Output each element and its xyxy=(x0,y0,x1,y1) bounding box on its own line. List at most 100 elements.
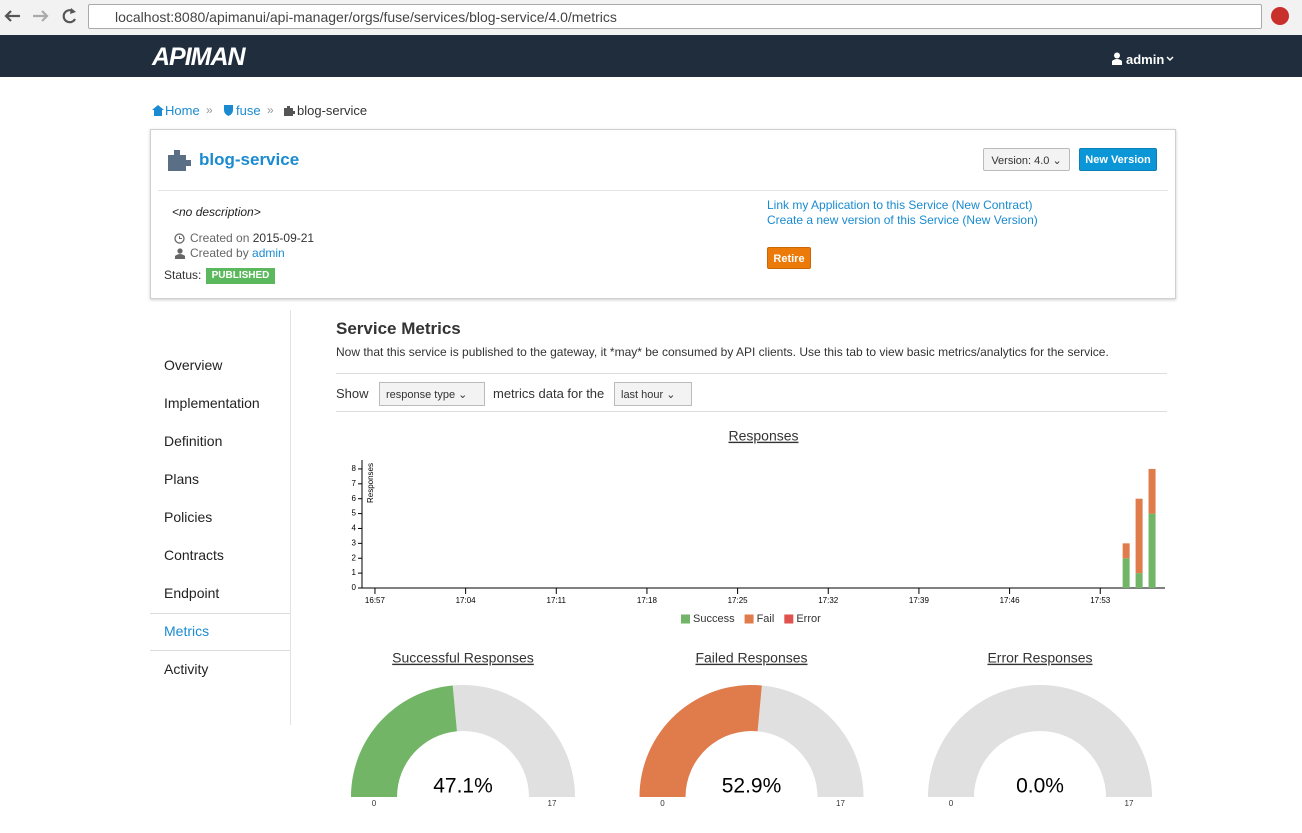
legend-swatch xyxy=(681,614,690,624)
gauge-title: Error Responses xyxy=(987,650,1092,666)
tab-border xyxy=(150,650,290,651)
gauge-max: 17 xyxy=(548,799,557,808)
middle-label: metrics data for the xyxy=(493,386,605,401)
version-label: Version: 4.0 xyxy=(991,155,1050,167)
tab[interactable]: Overview xyxy=(164,357,223,373)
service-name[interactable]: blog-service xyxy=(199,150,300,169)
gauge-fill xyxy=(351,685,457,797)
tab-active[interactable]: Metrics xyxy=(164,623,210,639)
x-tick-label: 17:46 xyxy=(1000,596,1021,605)
browser-nav-icons xyxy=(4,8,76,24)
status-badge: PUBLISHED xyxy=(206,268,275,284)
gauge-track xyxy=(928,685,1152,797)
y-tick-label: 2 xyxy=(352,553,357,562)
new-version-link[interactable]: Create a new version of this Service (Ne… xyxy=(767,213,1038,227)
x-tick-label: 17:53 xyxy=(1090,596,1111,605)
gauge-min: 0 xyxy=(372,799,377,808)
created-on-label: Created on xyxy=(190,231,250,245)
gauge-value: 47.1% xyxy=(433,775,493,798)
new-version-button[interactable]: New Version xyxy=(1079,148,1157,171)
x-tick-label: 16:57 xyxy=(365,596,386,605)
show-label: Show xyxy=(336,386,369,401)
gauge-min: 0 xyxy=(949,799,954,808)
y-tick-label: 0 xyxy=(352,583,357,592)
created-by: Created by admin xyxy=(190,246,285,260)
breadcrumb-link[interactable]: fuse xyxy=(236,103,261,118)
tab[interactable]: Policies xyxy=(164,509,213,525)
status-label: Status: xyxy=(164,268,202,282)
gauge-title: Failed Responses xyxy=(695,650,807,666)
y-tick-label: 7 xyxy=(352,479,357,488)
bar-segment xyxy=(1135,498,1143,574)
tab[interactable]: Implementation xyxy=(164,395,260,411)
reload-arrow xyxy=(70,8,76,14)
x-tick-label: 17:25 xyxy=(728,596,749,605)
y-tick-label: 6 xyxy=(352,494,357,503)
service-icon-small xyxy=(284,106,295,116)
chart-title: Responses xyxy=(728,428,798,444)
y-tick-label: 1 xyxy=(352,568,357,577)
breadcrumb-current: blog-service xyxy=(297,103,368,118)
metrics-title: Service Metrics xyxy=(336,319,461,338)
forward-icon[interactable] xyxy=(33,10,49,22)
tab-divider xyxy=(290,310,291,725)
range-select[interactable]: last hour ⌄ xyxy=(614,382,692,406)
org-icon xyxy=(224,105,233,116)
gauge-value: 52.9% xyxy=(722,775,782,798)
metrics-description: Now that this service is published to th… xyxy=(336,345,1109,359)
description: <no description> xyxy=(172,205,261,219)
y-tick-label: 3 xyxy=(352,538,357,547)
separator xyxy=(158,190,1168,191)
y-tick-label: 5 xyxy=(352,509,357,518)
tab[interactable]: Activity xyxy=(164,661,209,677)
service-panel xyxy=(150,129,1176,299)
legend-swatch xyxy=(744,614,754,624)
gauge-value: 0.0% xyxy=(1016,775,1064,798)
breadcrumb-separator: » xyxy=(267,103,274,117)
bar-segment xyxy=(1148,513,1156,588)
y-tick-label: 8 xyxy=(352,464,357,473)
legend-swatch xyxy=(784,614,794,624)
x-tick-label: 17:39 xyxy=(909,596,930,605)
new-contract-link[interactable]: Link my Application to this Service (New… xyxy=(767,198,1033,212)
tab[interactable]: Definition xyxy=(164,433,223,449)
y-axis-label: Responses xyxy=(366,463,375,503)
navbar xyxy=(0,35,1302,77)
url-field[interactable] xyxy=(88,4,1262,29)
x-tick-label: 17:04 xyxy=(456,596,477,605)
x-tick-label: 17:32 xyxy=(818,596,839,605)
caret xyxy=(1166,56,1174,62)
created-by-user[interactable]: admin xyxy=(252,246,285,260)
separator xyxy=(336,411,1167,412)
created-on: Created on 2015-09-21 xyxy=(190,231,314,245)
bar-segment xyxy=(1122,543,1130,559)
tab-border xyxy=(150,613,290,614)
user-menu[interactable]: admin xyxy=(1126,52,1165,67)
home-icon xyxy=(152,105,164,116)
y-tick-label: 4 xyxy=(352,524,357,533)
tab[interactable]: Endpoint xyxy=(164,585,220,601)
legend-label: Success xyxy=(693,613,735,625)
person-icon xyxy=(175,248,185,259)
legend-label: Error xyxy=(796,613,821,625)
legend-label: Fail xyxy=(757,613,775,625)
type-select[interactable]: response type ⌄ xyxy=(379,382,485,406)
bar-segment xyxy=(1148,468,1156,514)
version-button[interactable]: Version: 4.0 ⌄ xyxy=(983,148,1070,171)
created-by-label: Created by xyxy=(190,246,249,260)
created-on-date: 2015-09-21 xyxy=(252,231,315,245)
gauge-max: 17 xyxy=(1125,799,1134,808)
gauge-title: Successful Responses xyxy=(392,650,534,666)
breadcrumb-link[interactable]: Home xyxy=(165,103,200,118)
gauge-fill xyxy=(639,685,762,797)
tab[interactable]: Contracts xyxy=(164,547,224,563)
user-icon xyxy=(1112,52,1122,65)
extension-icon[interactable] xyxy=(1271,7,1289,25)
brand[interactable]: APIMAN xyxy=(152,43,246,71)
retire-button[interactable]: Retire xyxy=(767,247,811,269)
gauge-min: 0 xyxy=(660,799,665,808)
tab[interactable]: Plans xyxy=(164,471,200,487)
clock-icon xyxy=(174,233,185,244)
back-icon[interactable] xyxy=(4,10,20,22)
